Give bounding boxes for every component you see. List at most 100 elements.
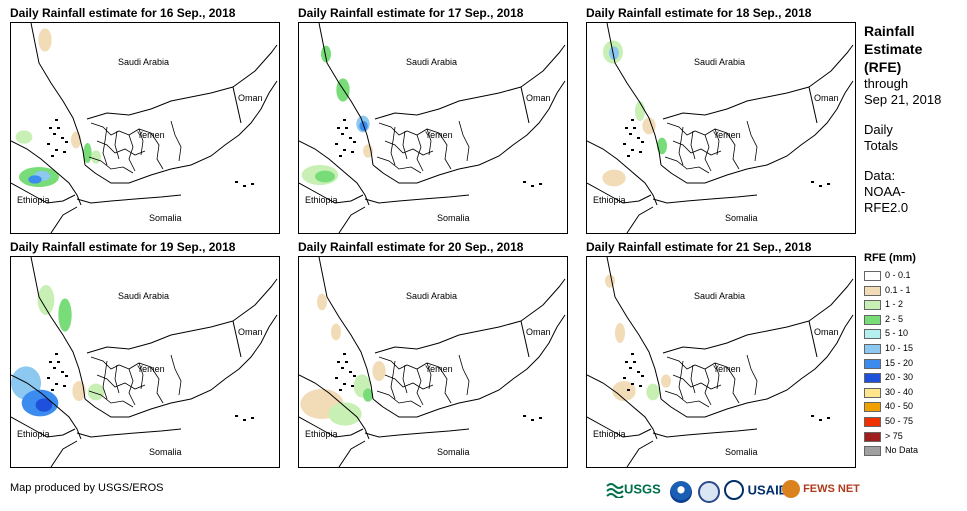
- yemen-oman-border: [232, 86, 242, 124]
- governorate-boundary: [150, 132, 164, 170]
- label-somalia: Somalia: [437, 213, 470, 223]
- rainfall-patch: [315, 170, 335, 183]
- coastline-yemen-south: [660, 80, 854, 184]
- label-saudi-arabia: Saudi Arabia: [118, 291, 170, 301]
- yemen-oman-border: [232, 320, 242, 358]
- legend-label: 50 - 75: [885, 415, 914, 426]
- governorate-boundary: [672, 140, 722, 156]
- island: [51, 155, 54, 157]
- governorate-boundary: [664, 390, 710, 408]
- governorate-boundary: [114, 364, 120, 394]
- sidebar-through: through: [864, 76, 909, 91]
- africa-coast: [11, 140, 82, 206]
- boundaries-layer: [587, 23, 854, 233]
- rainfall-map: Saudi Arabia Oman Yemen Ethiopia Somalia: [298, 22, 568, 234]
- island: [55, 353, 58, 355]
- coastline-red-sea-arabia: [606, 257, 662, 400]
- oman-saudi-border: [808, 278, 854, 322]
- oman-saudi-border: [520, 44, 566, 88]
- legend-swatch: [864, 416, 881, 427]
- legend-swatch: [864, 271, 881, 281]
- africa-coast: [299, 374, 370, 440]
- sidebar-data-label: Data:: [864, 168, 896, 183]
- rainfall-layer: [15, 28, 101, 187]
- legend-swatch: [864, 373, 881, 384]
- label-somalia: Somalia: [725, 447, 758, 457]
- label-yemen: Yemen: [713, 364, 741, 374]
- sidebar-totals: Totals: [864, 138, 898, 153]
- island: [251, 417, 254, 419]
- island: [51, 389, 54, 391]
- island: [811, 415, 814, 417]
- island: [623, 377, 626, 379]
- rainfall-patch: [609, 46, 619, 60]
- ethiopia-border: [587, 182, 652, 204]
- yemen-oman-border: [808, 320, 818, 358]
- rainfall-patch: [602, 169, 626, 187]
- rainfall-patch: [363, 388, 373, 402]
- island: [339, 389, 342, 391]
- island: [637, 371, 640, 373]
- legend-title: RFE (mm): [864, 252, 916, 264]
- island: [531, 419, 534, 421]
- label-oman: Oman: [526, 327, 551, 337]
- governorate-boundary: [746, 354, 758, 396]
- governorate-boundary: [376, 156, 422, 174]
- island: [639, 385, 642, 387]
- usgs-text: USGS: [624, 481, 661, 497]
- boundaries-layer: [299, 257, 566, 467]
- label-somalia: Somalia: [437, 447, 470, 457]
- sidebar-title-line3: (RFE): [864, 59, 902, 75]
- ethiopia-somalia-border: [50, 206, 78, 233]
- map-panel-21-sep: Daily Rainfall estimate for 21 Sep., 201…: [586, 240, 858, 470]
- rainfall-patch: [615, 323, 625, 343]
- label-oman: Oman: [238, 327, 263, 337]
- rainfall-patch: [642, 117, 656, 135]
- island: [639, 151, 642, 153]
- island: [625, 361, 628, 363]
- island: [631, 119, 634, 121]
- island: [341, 367, 344, 369]
- label-saudi-arabia: Saudi Arabia: [694, 291, 746, 301]
- island: [345, 127, 348, 129]
- island: [827, 417, 830, 419]
- island: [343, 149, 346, 151]
- island: [341, 133, 344, 135]
- label-yemen: Yemen: [425, 364, 453, 374]
- rainfall-patch: [28, 175, 42, 184]
- island: [235, 415, 238, 417]
- agency-logos: USGS USAID FEWS NET: [606, 480, 860, 504]
- island: [637, 137, 640, 139]
- governorate-boundary: [138, 362, 144, 390]
- rainfall-patch: [646, 383, 660, 401]
- governorate-boundary: [438, 366, 452, 404]
- ethiopia-border: [299, 182, 364, 204]
- sidebar-daily: Daily: [864, 122, 893, 137]
- rainfall-map: Saudi Arabia Oman Yemen Ethiopia Somalia: [586, 256, 856, 468]
- africa-coast: [587, 140, 658, 206]
- label-ethiopia: Ethiopia: [593, 429, 626, 439]
- rainfall-patch: [15, 130, 33, 144]
- map-credit: Map produced by USGS/EROS: [10, 482, 164, 494]
- ethiopia-somalia-border: [626, 206, 654, 233]
- map-panel-18-sep: Daily Rainfall estimate for 18 Sep., 201…: [586, 6, 858, 236]
- label-yemen: Yemen: [137, 364, 165, 374]
- panel-title: Daily Rainfall estimate for 18 Sep., 201…: [586, 6, 812, 20]
- island: [631, 353, 634, 355]
- governorate-boundary: [102, 126, 108, 166]
- legend-swatch: [864, 387, 881, 398]
- boundaries-layer: [299, 23, 566, 233]
- usgs-logo: USGS: [606, 480, 661, 504]
- map-panel-16-sep: Daily Rainfall estimate for 16 Sep., 201…: [10, 6, 282, 236]
- island: [65, 375, 68, 377]
- label-oman: Oman: [814, 93, 839, 103]
- somalia-coast: [76, 194, 182, 204]
- governorate-boundary: [458, 354, 470, 396]
- saudi-yemen-border: [86, 320, 234, 354]
- island: [631, 149, 634, 151]
- rainfall-patch: [83, 143, 92, 163]
- saudi-yemen-border: [374, 86, 522, 120]
- island: [55, 149, 58, 151]
- island: [811, 181, 814, 183]
- governorate-boundary: [150, 366, 164, 404]
